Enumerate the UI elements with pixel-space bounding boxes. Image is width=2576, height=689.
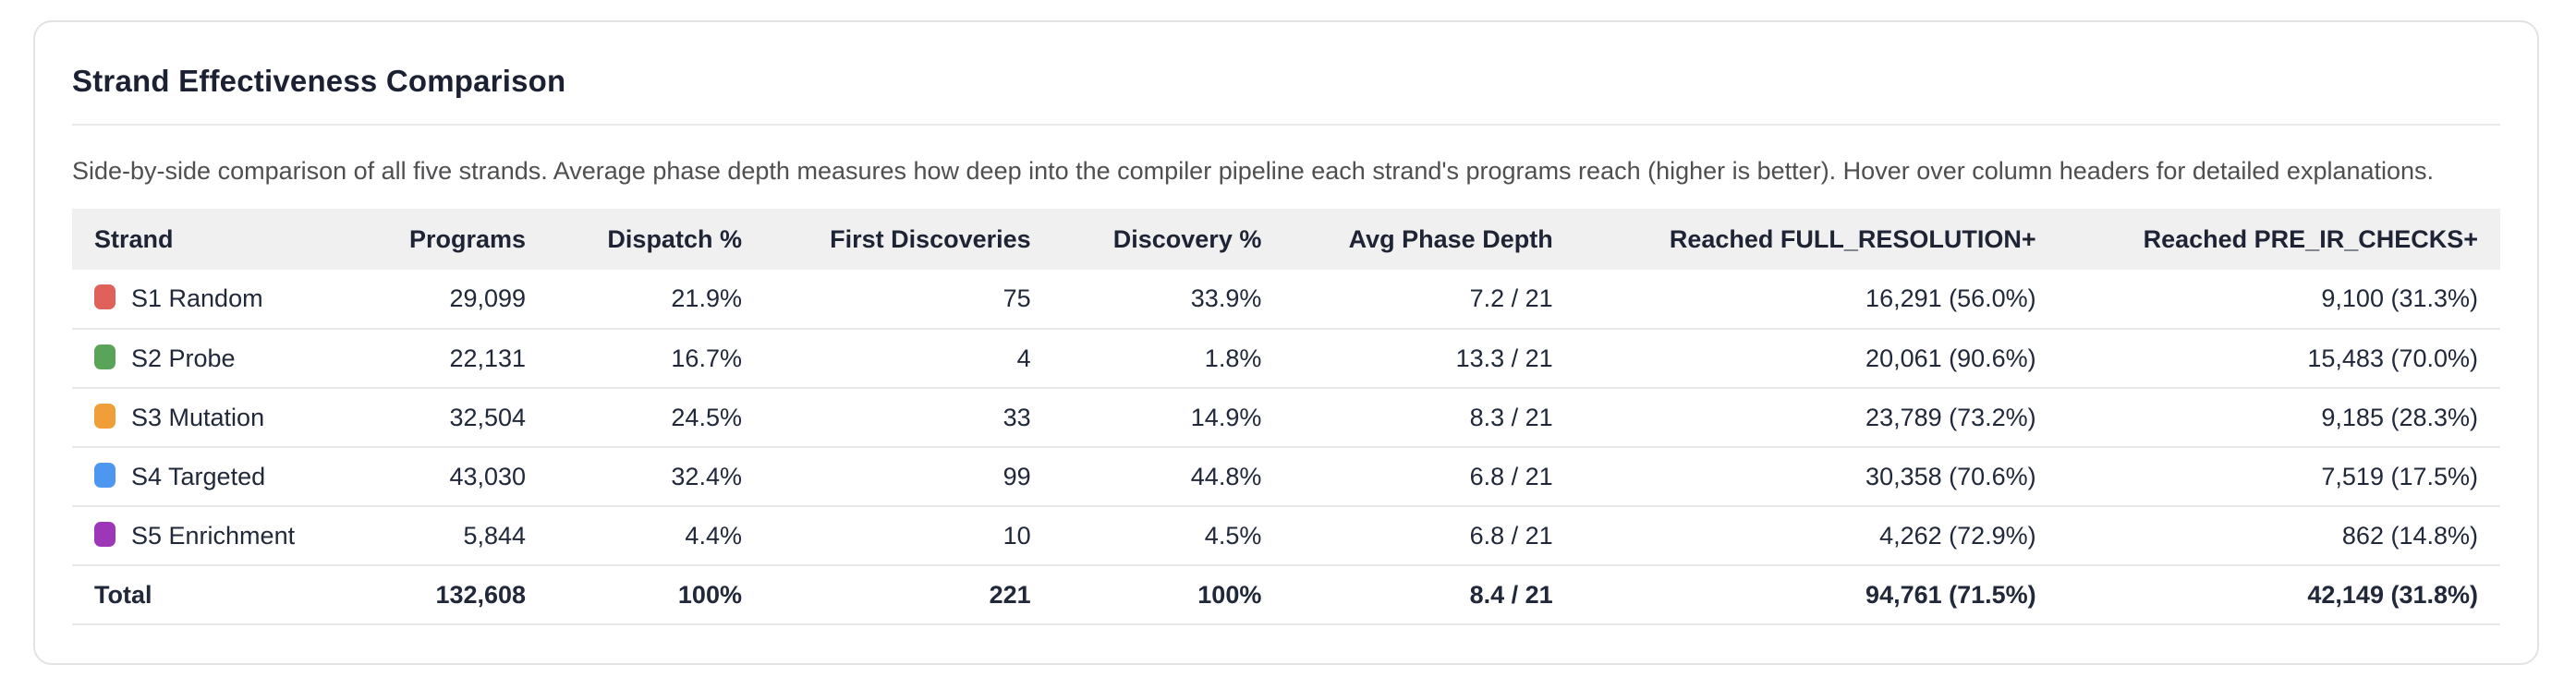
strand-color-swatch — [94, 462, 115, 488]
strand-name-cell: S3 Mutation — [72, 388, 320, 447]
cell-dispatch: 4.4% — [685, 521, 742, 550]
page-title: Strand Effectiveness Comparison — [72, 64, 566, 98]
title-divider — [72, 124, 2500, 126]
strand-comparison-card: Strand Effectiveness Comparison Side-by-… — [33, 20, 2539, 665]
strand-name-cell: S5 Enrichment — [72, 506, 320, 565]
column-header-reached-pre-ir-checks[interactable]: Reached PRE_IR_CHECKS+ — [2143, 224, 2478, 253]
column-header-discovery[interactable]: Discovery % — [1112, 224, 1262, 253]
cell-reached-full-resolution: 4,262 (72.9%) — [1879, 521, 2036, 550]
cell-programs: 22,131 — [449, 344, 527, 372]
cell-programs: 5,844 — [463, 521, 527, 550]
cell-reached-pre-ir-checks: 42,149 (31.8%) — [2307, 580, 2478, 609]
cell-avg-phase-depth: 6.8 / 21 — [1469, 462, 1553, 490]
cell-reached-full-resolution: 94,761 (71.5%) — [1865, 580, 2036, 609]
strand-name-cell: S4 Targeted — [72, 447, 320, 506]
cell-reached-pre-ir-checks: 7,519 (17.5%) — [2321, 462, 2478, 490]
cell-programs: 132,608 — [435, 580, 527, 609]
cell-avg-phase-depth: 8.4 / 21 — [1469, 580, 1553, 609]
cell-discovery: 33.9% — [1190, 284, 1262, 312]
cell-reached-full-resolution: 20,061 (90.6%) — [1865, 344, 2036, 372]
cell-first-discoveries: 4 — [1016, 344, 1031, 372]
column-header-strand[interactable]: Strand — [94, 224, 174, 253]
table-row-s5-enrichment: S5 Enrichment 5,844 4.4% 10 4.5% 6.8 / 21 4,26… — [72, 506, 2500, 565]
card-subtitle: Side-by-side comparison of all five stra… — [72, 157, 2435, 185]
table-header-row: Strand Programs Dispatch % First Discoverie… — [72, 209, 2500, 270]
cell-dispatch: 16.7% — [671, 344, 742, 372]
cell-discovery: 44.8% — [1190, 462, 1262, 490]
table-row-s4-targeted: S4 Targeted 43,030 32.4% 99 44.8% 6.8 / 21 30,… — [72, 447, 2500, 506]
cell-reached-pre-ir-checks: 15,483 (70.0%) — [2307, 344, 2478, 372]
column-header-first-discoveries[interactable]: First Discoveries — [830, 224, 1031, 253]
table-row-s1-random: S1 Random 29,099 21.9% 75 33.9% 7.2 / 21 16,29… — [72, 270, 2500, 329]
cell-first-discoveries: 33 — [1002, 403, 1031, 431]
cell-avg-phase-depth: 13.3 / 21 — [1455, 344, 1553, 372]
cell-programs: 43,030 — [449, 462, 527, 490]
cell-discovery: 1.8% — [1204, 344, 1262, 372]
cell-dispatch: 24.5% — [671, 403, 742, 431]
strand-name-cell: S2 Probe — [72, 329, 320, 388]
total-label: Total — [94, 580, 152, 609]
table-total-row: Total 132,608 100% 221 100% 8.4 / 21 94,761 (7… — [72, 565, 2500, 624]
column-header-dispatch[interactable]: Dispatch % — [607, 224, 742, 253]
cell-discovery: 14.9% — [1190, 403, 1262, 431]
cell-discovery: 4.5% — [1204, 521, 1262, 550]
table-row-s2-probe: S2 Probe 22,131 16.7% 4 1.8% 13.3 / 21 20,061 … — [72, 329, 2500, 388]
cell-avg-phase-depth: 7.2 / 21 — [1469, 284, 1553, 312]
column-header-programs[interactable]: Programs — [409, 224, 527, 253]
strand-color-swatch — [94, 521, 115, 547]
cell-first-discoveries: 75 — [1002, 284, 1031, 312]
strand-color-swatch — [94, 284, 115, 309]
cell-programs: 29,099 — [449, 284, 527, 312]
strand-color-swatch — [94, 344, 115, 369]
column-header-reached-full-resolution[interactable]: Reached FULL_RESOLUTION+ — [1669, 224, 2036, 253]
cell-reached-pre-ir-checks: 862 (14.8%) — [2341, 521, 2478, 550]
cell-programs: 32,504 — [449, 403, 527, 431]
cell-dispatch: 100% — [677, 580, 742, 609]
cell-discovery: 100% — [1197, 580, 1262, 609]
cell-reached-pre-ir-checks: 9,185 (28.3%) — [2321, 403, 2478, 431]
strand-comparison-table: Strand Programs Dispatch % First Discoverie… — [72, 209, 2500, 625]
cell-avg-phase-depth: 6.8 / 21 — [1469, 521, 1553, 550]
cell-dispatch: 21.9% — [671, 284, 742, 312]
cell-reached-pre-ir-checks: 9,100 (31.3%) — [2321, 284, 2478, 312]
cell-first-discoveries: 221 — [989, 580, 1031, 609]
table-row-s3-mutation: S3 Mutation 32,504 24.5% 33 14.9% 8.3 / 21 23,… — [72, 388, 2500, 447]
strand-color-swatch — [94, 403, 115, 429]
cell-first-discoveries: 99 — [1002, 462, 1031, 490]
strand-name-cell: S1 Random — [72, 270, 320, 329]
cell-avg-phase-depth: 8.3 / 21 — [1469, 403, 1553, 431]
cell-reached-full-resolution: 30,358 (70.6%) — [1865, 462, 2036, 490]
column-header-avg-phase-depth[interactable]: Avg Phase Depth — [1348, 224, 1553, 253]
cell-reached-full-resolution: 23,789 (73.2%) — [1865, 403, 2036, 431]
cell-reached-full-resolution: 16,291 (56.0%) — [1865, 284, 2036, 312]
cell-first-discoveries: 10 — [1002, 521, 1031, 550]
table-body: S1 Random 29,099 21.9% 75 33.9% 7.2 / 21 16,29… — [72, 270, 2500, 624]
cell-dispatch: 32.4% — [671, 462, 742, 490]
